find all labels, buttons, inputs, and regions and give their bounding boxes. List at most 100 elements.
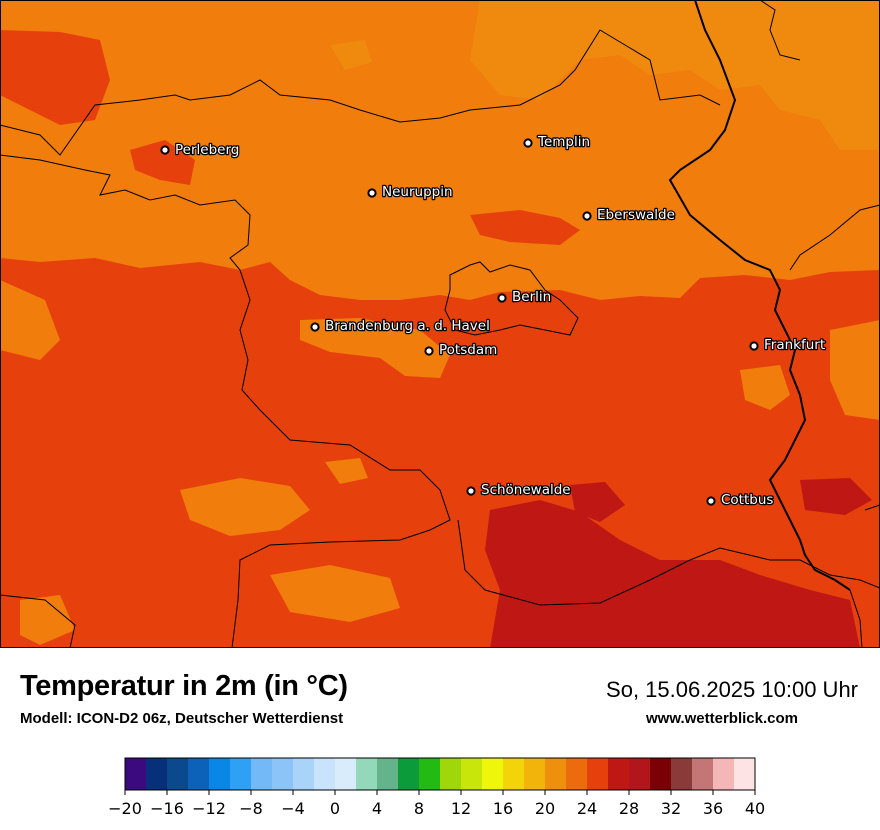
temp-region-22-24-island-6 bbox=[20, 595, 75, 645]
legend-swatch bbox=[629, 758, 651, 790]
legend-swatch bbox=[251, 758, 273, 790]
city-neuruppin[interactable]: Neuruppin bbox=[367, 183, 454, 201]
border-west bbox=[0, 154, 451, 648]
legend-swatch bbox=[524, 758, 546, 790]
svg-text:Berlin: Berlin bbox=[512, 289, 551, 305]
legend-swatch bbox=[272, 758, 294, 790]
legend-swatch bbox=[461, 758, 483, 790]
legend-swatch bbox=[734, 758, 756, 790]
legend-swatch bbox=[713, 758, 735, 790]
legend-ticks: −20 −16 −12 −8 −4 0 4 8 12 16 20 24 28 32 36 40 bbox=[108, 790, 765, 818]
temp-region-20-22-b bbox=[330, 40, 372, 70]
legend-tick-label: −20 bbox=[108, 799, 142, 818]
legend-tick-label: 16 bbox=[493, 799, 513, 818]
legend-swatch bbox=[398, 758, 420, 790]
border-brandenburg-north bbox=[0, 29, 721, 156]
legend-swatch bbox=[125, 758, 147, 790]
legend-tick-label: 0 bbox=[330, 799, 340, 818]
legend-tick-label: −16 bbox=[150, 799, 184, 818]
legend-swatch bbox=[650, 758, 672, 790]
legend-tick-label: 8 bbox=[414, 799, 424, 818]
legend-swatch bbox=[503, 758, 525, 790]
legend-swatch bbox=[545, 758, 567, 790]
legend-swatch bbox=[419, 758, 441, 790]
website-link[interactable]: www.wetterblick.com bbox=[646, 710, 798, 727]
svg-text:Brandenburg a. d. Havel: Brandenburg a. d. Havel bbox=[325, 318, 490, 334]
legend-swatch bbox=[356, 758, 378, 790]
border-pl-inner bbox=[864, 504, 880, 511]
border-national-poland bbox=[668, 0, 851, 591]
legend-swatch bbox=[692, 758, 714, 790]
legend-swatch bbox=[293, 758, 315, 790]
legend-tick-label: 36 bbox=[703, 799, 723, 818]
border-south bbox=[457, 519, 880, 606]
legend-swatch bbox=[587, 758, 609, 790]
legend-tick-label: 40 bbox=[745, 799, 765, 818]
legend-tick-label: 4 bbox=[372, 799, 382, 818]
legend-tick-label: −12 bbox=[192, 799, 226, 818]
city-templin[interactable]: Templin bbox=[523, 133, 591, 151]
temp-region-22-24-island-3 bbox=[270, 565, 400, 622]
city-schoenewalde[interactable]: Schönewalde bbox=[466, 481, 572, 499]
svg-text:Frankfurt: Frankfurt bbox=[764, 337, 825, 353]
legend-swatch bbox=[566, 758, 588, 790]
legend-swatch bbox=[440, 758, 462, 790]
legend-swatch bbox=[188, 758, 210, 790]
temperature-map[interactable]: Perleberg Templin Neuruppin Eberswalde B… bbox=[0, 0, 880, 648]
svg-text:Neuruppin: Neuruppin bbox=[382, 184, 453, 200]
legend-tick-label: 32 bbox=[661, 799, 681, 818]
legend-swatch bbox=[377, 758, 399, 790]
legend-tick-label: 24 bbox=[577, 799, 597, 818]
legend-swatch bbox=[209, 758, 231, 790]
borders bbox=[0, 0, 880, 648]
temp-region-22-24-island-1 bbox=[300, 318, 450, 378]
legend-frame bbox=[124, 757, 756, 791]
legend-swatch bbox=[335, 758, 357, 790]
legend-swatch bbox=[671, 758, 693, 790]
city-cottbus[interactable]: Cottbus bbox=[706, 491, 775, 509]
temp-region-26-28-c bbox=[800, 478, 872, 515]
temp-region-22-24-island-5 bbox=[830, 320, 880, 420]
temp-region-24-26 bbox=[0, 258, 880, 648]
legend-tick-label: −8 bbox=[239, 799, 263, 818]
border-east-region bbox=[789, 204, 880, 271]
forecast-datetime: So, 15.06.2025 10:00 Uhr bbox=[606, 677, 858, 702]
legend-color-bar bbox=[125, 758, 756, 790]
legend-tick-label: 12 bbox=[451, 799, 471, 818]
legend-swatch bbox=[608, 758, 630, 790]
temp-region-24-26-nw bbox=[0, 30, 110, 125]
svg-text:Perleberg: Perleberg bbox=[175, 142, 239, 158]
border-berlin bbox=[444, 261, 579, 336]
border-saxony bbox=[0, 594, 76, 648]
legend-swatch bbox=[167, 758, 189, 790]
city-eberswalde[interactable]: Eberswalde bbox=[582, 206, 676, 224]
legend-swatch bbox=[230, 758, 252, 790]
city-potsdam[interactable]: Potsdam bbox=[424, 341, 499, 359]
legend-tick-label: 28 bbox=[619, 799, 639, 818]
temp-region-24-26-perleberg bbox=[130, 140, 195, 185]
model-source: Modell: ICON-D2 06z, Deutscher Wetterdie… bbox=[20, 710, 344, 727]
temp-region-22-24-island-8 bbox=[325, 458, 368, 484]
legend-swatch bbox=[482, 758, 504, 790]
temp-region-22-24-island-2 bbox=[180, 478, 310, 536]
temp-region-26-28 bbox=[485, 500, 860, 648]
city-brandenburg[interactable]: Brandenburg a. d. Havel bbox=[310, 317, 491, 335]
legend-tick-label: −4 bbox=[281, 799, 305, 818]
border-ne bbox=[759, 0, 801, 61]
temp-region-22-24-island-4 bbox=[740, 365, 790, 410]
temp-region-26-28-b bbox=[570, 482, 625, 522]
city-berlin[interactable]: Berlin bbox=[497, 288, 552, 306]
svg-text:Templin: Templin bbox=[537, 134, 590, 150]
svg-text:Eberswalde: Eberswalde bbox=[597, 207, 675, 223]
city-frankfurt[interactable]: Frankfurt bbox=[749, 336, 826, 354]
svg-text:Potsdam: Potsdam bbox=[439, 342, 497, 358]
color-scale-legend: −20 −16 −12 −8 −4 0 4 8 12 16 20 24 28 32 36 40 bbox=[108, 757, 765, 818]
svg-text:Schönewalde: Schönewalde bbox=[481, 482, 571, 498]
temp-region-24-26-north bbox=[470, 210, 580, 245]
legend-tick-label: 20 bbox=[535, 799, 555, 818]
border-se bbox=[849, 589, 863, 648]
svg-text:Cottbus: Cottbus bbox=[721, 492, 773, 508]
city-markers: Perleberg Templin Neuruppin Eberswalde B… bbox=[160, 133, 826, 509]
city-perleberg[interactable]: Perleberg bbox=[160, 141, 241, 159]
legend-swatch bbox=[314, 758, 336, 790]
